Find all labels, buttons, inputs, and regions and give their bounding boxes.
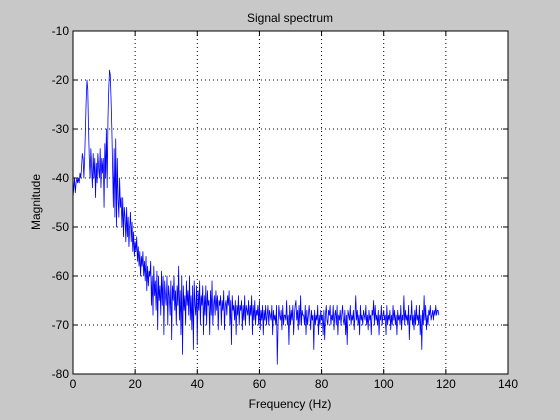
x-tick-label: 40	[191, 377, 205, 391]
y-tick-label: -50	[52, 220, 70, 234]
x-axis-label: Frequency (Hz)	[249, 397, 332, 411]
x-tick-label: 140	[498, 377, 518, 391]
y-tick-label: -40	[52, 171, 70, 185]
x-tick-label: 60	[253, 377, 267, 391]
tick-marks	[72, 30, 509, 375]
tick-labels: 0 20 40 60 80 100 120 140 -80 -70 -60 -50 -40 -30 -20 -…	[52, 24, 519, 391]
y-tick-label: -10	[52, 24, 70, 38]
y-tick-label: -70	[52, 318, 70, 332]
x-tick-label: 80	[315, 377, 329, 391]
y-tick-label: -60	[52, 269, 70, 283]
y-tick-label: -80	[52, 367, 70, 381]
x-tick-label: 120	[436, 377, 456, 391]
x-tick-label: 0	[70, 377, 77, 391]
axes-box	[72, 30, 509, 375]
series-line	[72, 69, 440, 365]
chart-title: Signal spectrum	[247, 11, 333, 25]
x-tick-label: 100	[374, 377, 394, 391]
x-tick-label: 20	[128, 377, 142, 391]
y-tick-label: -30	[52, 122, 70, 136]
series-layer	[72, 69, 440, 365]
y-axis-label: Magnitude	[29, 174, 43, 230]
y-tick-label: -20	[52, 73, 70, 87]
